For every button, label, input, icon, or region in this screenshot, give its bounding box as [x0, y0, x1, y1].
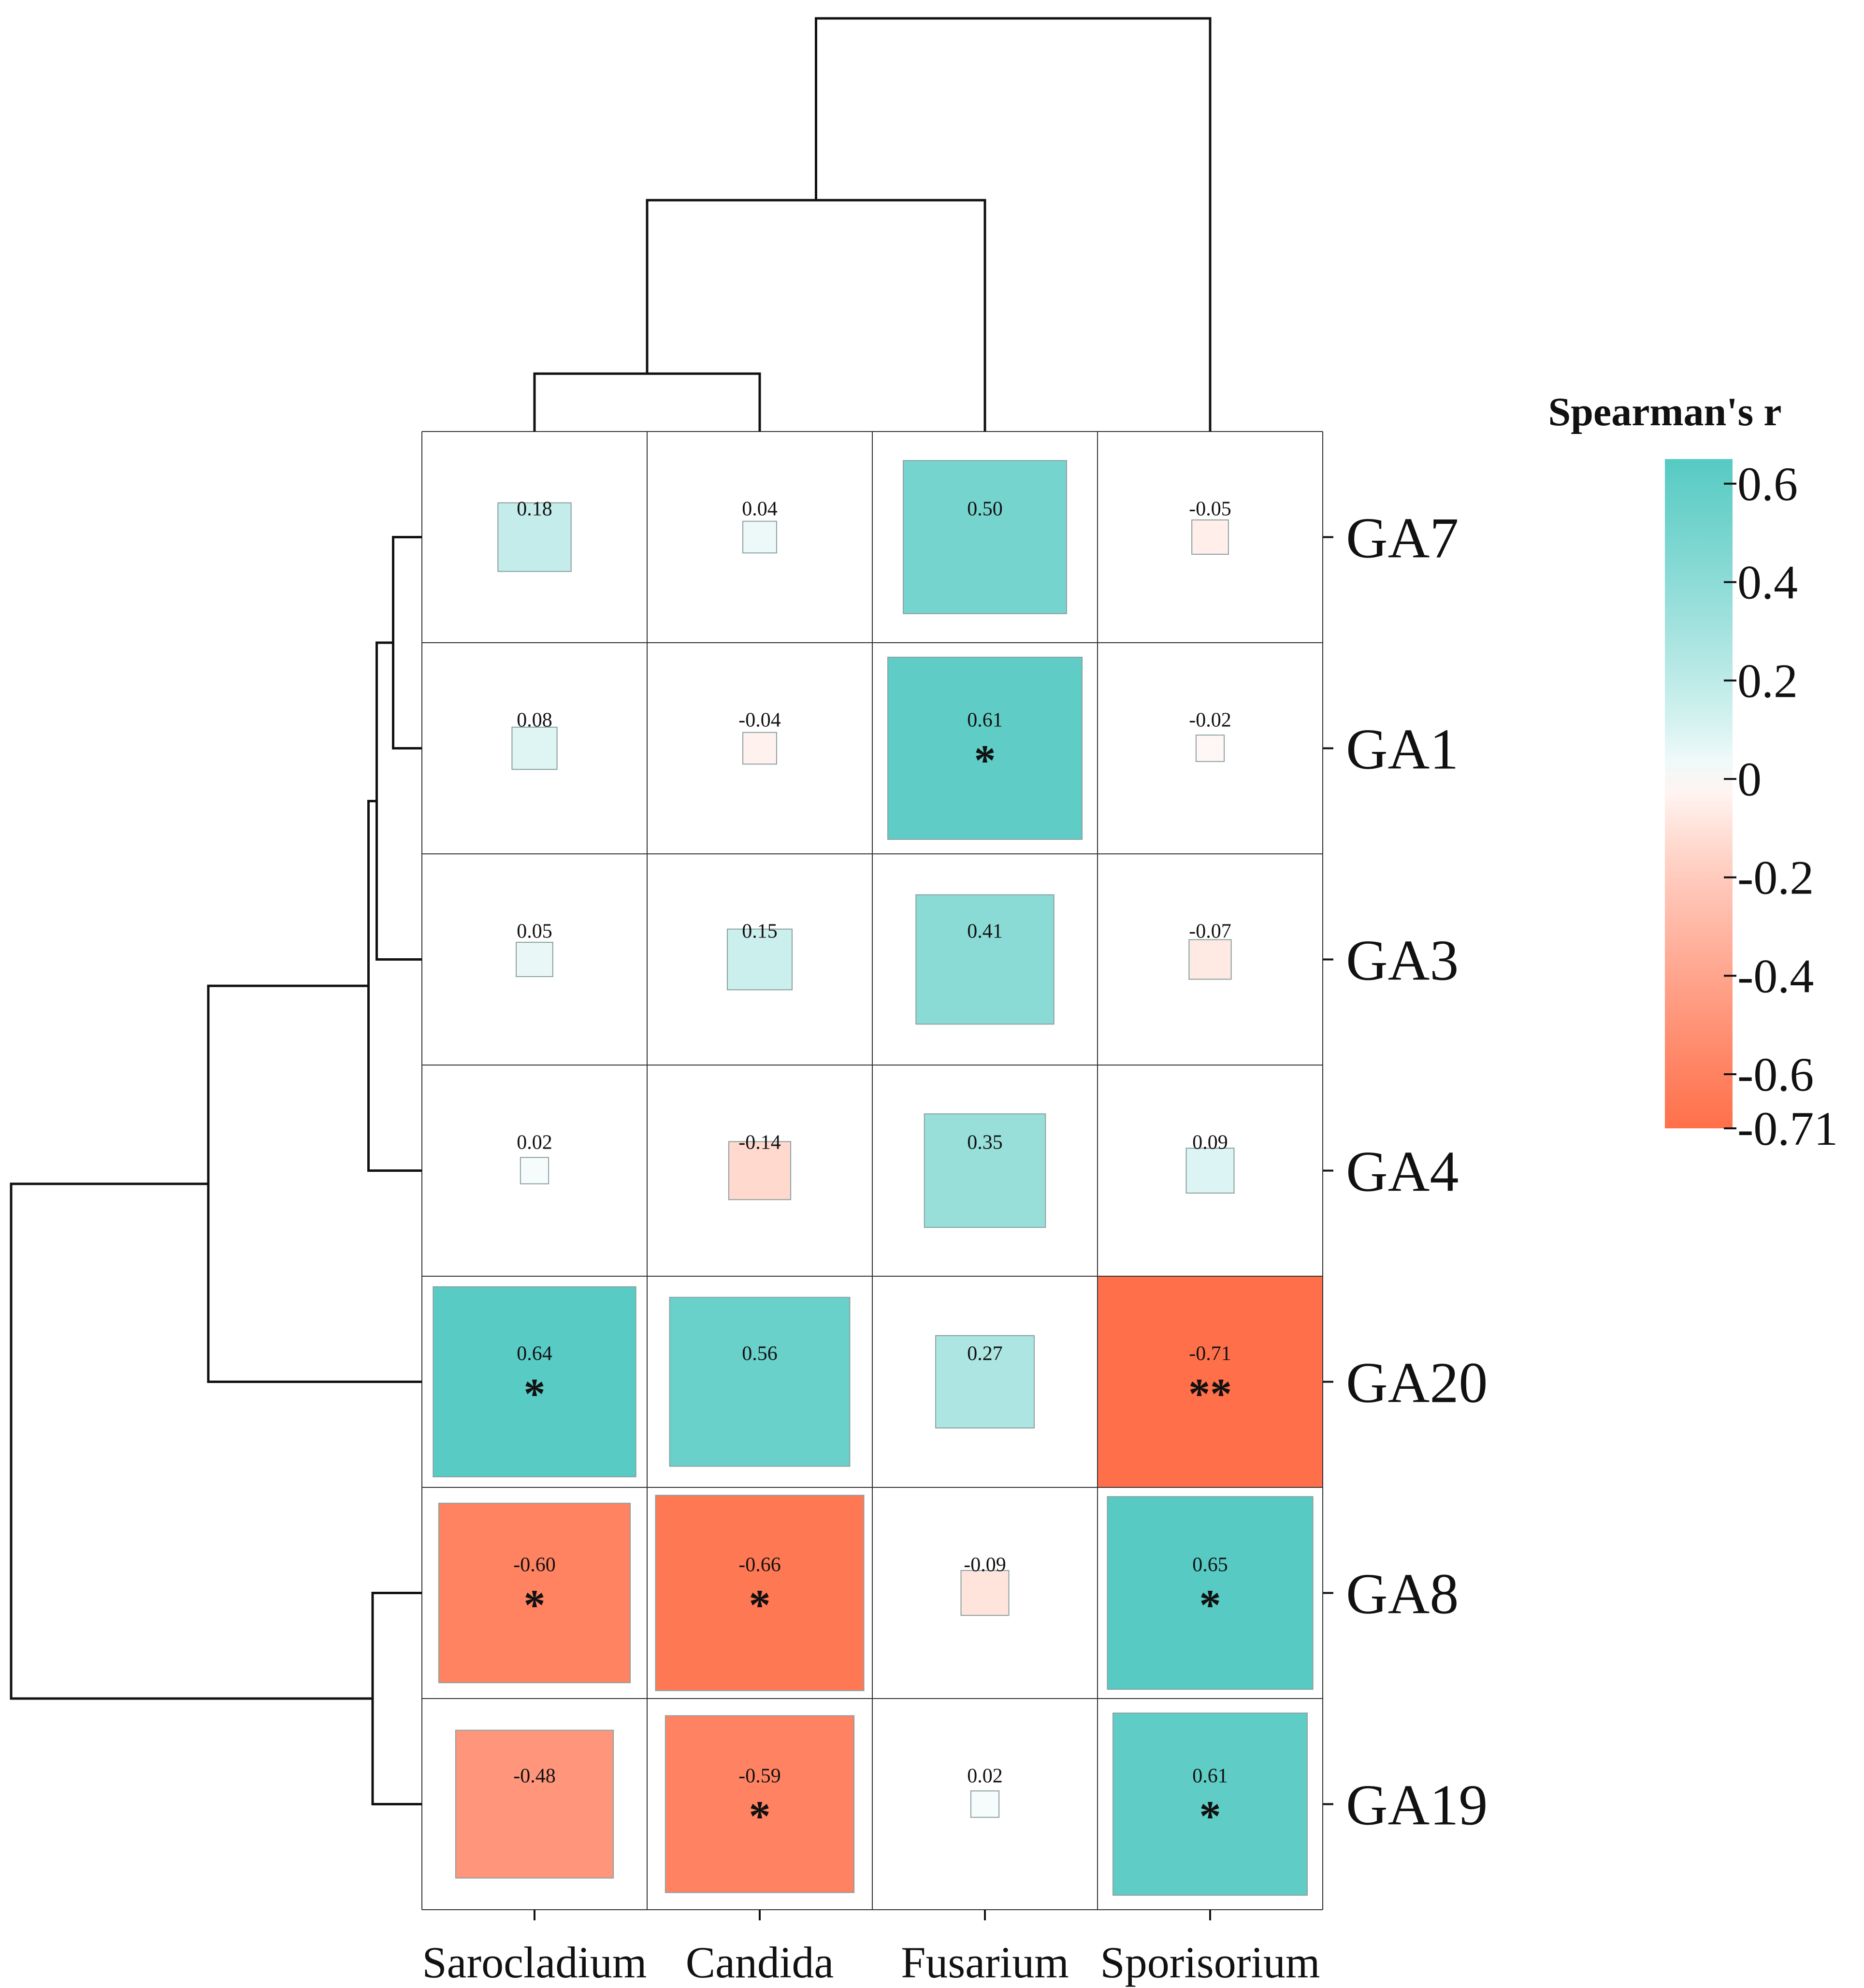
value-label: 0.02 [517, 1132, 552, 1154]
value-label: -0.09 [964, 1554, 1006, 1576]
row-label-ga20: GA20 [1346, 1351, 1488, 1415]
heatmap-square-ga8-sporisorium [1107, 1496, 1314, 1690]
heatmap-square-ga7-sarocladium [497, 502, 572, 572]
column-label-fusarium: Fusarium [901, 1938, 1069, 1987]
value-label: -0.14 [738, 1132, 781, 1154]
heatmap-square-ga4-sarocladium [520, 1157, 549, 1184]
heatmap-square-ga3-fusarium [915, 894, 1055, 1025]
legend-tick-label: -0.71 [1737, 1102, 1838, 1155]
heatmap-square-ga7-fusarium [903, 460, 1067, 614]
legend-tick-label: -0.6 [1737, 1048, 1814, 1101]
value-label: 0.41 [967, 921, 1003, 943]
heatmap-square-ga19-fusarium [970, 1790, 1000, 1818]
dendrogram-branch [10, 1182, 373, 1700]
heatmap-square-ga8-sarocladium [438, 1502, 631, 1684]
value-label: -0.48 [513, 1765, 556, 1787]
value-label: 0.04 [742, 498, 778, 520]
value-label: 0.18 [517, 498, 552, 520]
value-label: 0.09 [1192, 1132, 1228, 1154]
legend-colorbar [1665, 459, 1733, 1128]
heatmap-square-ga1-candida [742, 732, 777, 765]
value-label: -0.66 [738, 1554, 781, 1576]
heatmap-square-ga1-sarocladium [511, 726, 558, 770]
value-label: 0.56 [742, 1343, 778, 1365]
dendrogram-branch [392, 536, 422, 749]
value-label: 0.61 [1192, 1765, 1228, 1787]
heatmap-square-ga3-candida [727, 928, 793, 991]
dendrogram-branch [533, 372, 761, 432]
row-label-ga1: GA1 [1346, 717, 1459, 781]
color-legend: Spearman's r 0.6 0.4 0.2 0 -0.2 -0.4 -0.6-0.71 [1548, 389, 1838, 1155]
row-label-ga7: GA7 [1346, 506, 1459, 570]
value-label: 0.35 [967, 1132, 1003, 1154]
heatmap-square-ga20-fusarium [935, 1335, 1035, 1429]
heatmap-square-ga4-candida [728, 1141, 792, 1200]
legend-tick-label: 0.4 [1737, 556, 1798, 609]
row-label-ga4: GA4 [1346, 1139, 1459, 1204]
legend-title: Spearman's r [1548, 389, 1782, 434]
significance-mark: * [524, 1370, 546, 1418]
value-label: 0.50 [967, 498, 1003, 520]
significance-mark: * [1199, 1582, 1221, 1629]
heatmap-square-ga20-sporisorium [1097, 1276, 1323, 1488]
dendrogram-branch [371, 1592, 422, 1805]
value-label: -0.05 [1189, 498, 1231, 520]
column-label-sporisorium: Sporisorium [1100, 1938, 1320, 1987]
legend-tick-label: 0.6 [1737, 457, 1798, 511]
axis-labels: GA7 GA1 GA3 GA4 GA20 GA8 GA19 Sarocladium Candid… [422, 506, 1488, 1988]
heatmap-square-ga7-sporisorium [1191, 519, 1229, 555]
heatmap-square-ga3-sarocladium [516, 941, 553, 978]
heatmap-square-ga20-sarocladium [433, 1286, 636, 1478]
heatmap-square-ga1-sporisorium [1195, 735, 1225, 762]
row-label-ga8: GA8 [1346, 1562, 1459, 1626]
value-label: -0.04 [738, 709, 781, 732]
value-label: 0.08 [517, 709, 552, 732]
row-dendrogram [10, 536, 422, 1805]
dendrogram-branch [207, 984, 422, 1383]
legend-tick-label: 0.2 [1737, 654, 1798, 707]
significance-mark: * [974, 737, 996, 785]
value-label: -0.71 [1189, 1343, 1231, 1365]
heatmap-square-ga20-candida [669, 1297, 851, 1467]
heatmap-square-ga19-candida [665, 1715, 855, 1893]
significance-mark: * [749, 1582, 771, 1629]
column-label-candida: Candida [686, 1938, 834, 1987]
value-label: 0.61 [967, 709, 1003, 732]
heatmap-square-ga4-fusarium [924, 1113, 1046, 1228]
value-label: 0.02 [967, 1765, 1003, 1787]
value-label: -0.59 [738, 1765, 781, 1787]
value-label: 0.64 [517, 1343, 552, 1365]
value-label: -0.02 [1189, 709, 1231, 732]
row-label-ga19: GA19 [1346, 1773, 1488, 1837]
value-label: 0.27 [967, 1343, 1003, 1365]
column-dendrogram [533, 17, 1212, 432]
column-label-sarocladium: Sarocladium [422, 1938, 647, 1987]
value-label: 0.15 [742, 921, 778, 943]
significance-mark: * [524, 1582, 546, 1629]
heatmap-cells: 0.18 0.04 0.50 -0.05 0.08 -0.04 0.61 * -0.02 0.05… [433, 460, 1323, 1896]
legend-tick-label: -0.2 [1737, 851, 1814, 905]
heatmap-square-ga7-candida [742, 520, 777, 554]
heatmap-square-ga1-fusarium [887, 657, 1083, 840]
heatmap-square-ga19-sarocladium [455, 1729, 614, 1879]
value-label: -0.07 [1189, 921, 1231, 943]
heatmap-square-ga8-fusarium [960, 1570, 1010, 1616]
value-label: 0.65 [1192, 1554, 1228, 1576]
heatmap-square-ga4-sporisorium [1185, 1148, 1235, 1194]
significance-mark: ** [1188, 1370, 1232, 1418]
value-label: 0.05 [517, 921, 552, 943]
significance-mark: * [749, 1793, 771, 1841]
heatmap-square-ga19-sporisorium [1113, 1713, 1308, 1896]
row-label-ga3: GA3 [1346, 928, 1459, 993]
dendrogram-branch [646, 199, 986, 432]
dendrogram-branch [815, 17, 1212, 432]
value-label: -0.60 [513, 1554, 556, 1576]
legend-tick-label: 0 [1737, 752, 1762, 806]
significance-mark: * [1199, 1793, 1221, 1841]
heatmap-square-ga3-sporisorium [1188, 939, 1232, 980]
heatmap-square-ga8-candida [655, 1495, 865, 1691]
dendrogram-branch [376, 641, 422, 961]
legend-tick-label: -0.4 [1737, 949, 1814, 1003]
